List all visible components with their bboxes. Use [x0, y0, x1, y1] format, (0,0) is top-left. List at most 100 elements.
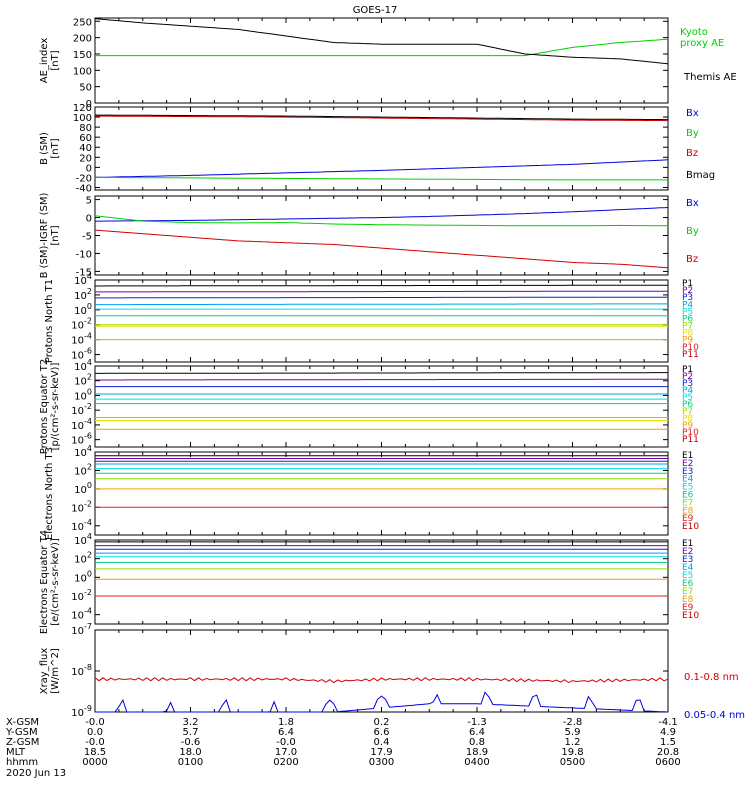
- legend-entry: E7: [682, 587, 693, 597]
- legend-entry: E3: [682, 467, 693, 477]
- y-tick-label: 40: [79, 143, 92, 154]
- legend-entry: P1: [682, 279, 693, 289]
- x-axis-value: -2.8: [563, 717, 583, 728]
- y-axis-label: [nT]: [50, 50, 61, 70]
- y-tick-label: 0: [86, 214, 92, 225]
- legend-entry: 0.05-0.4 nm: [684, 710, 745, 721]
- legend-entry: E8: [682, 506, 694, 516]
- x-axis-value: 0.2: [374, 717, 390, 728]
- date-label: 2020 Jun 13: [6, 768, 66, 779]
- y-tick-label: 250: [73, 17, 92, 28]
- y-tick-label: 0: [86, 99, 92, 110]
- legend-entry: 0.1-0.8 nm: [684, 672, 739, 683]
- y-tick-label: 10-4: [71, 607, 92, 622]
- y-tick-label: 10-8: [71, 663, 92, 678]
- y-tick-label: 102: [74, 373, 92, 388]
- legend-entry: E10: [682, 522, 699, 532]
- x-axis-value: 5.7: [183, 727, 199, 738]
- x-axis-value: -1.3: [467, 717, 487, 728]
- y-tick-label: 10-2: [71, 499, 92, 514]
- legend-entry: P9: [682, 421, 693, 431]
- y-tick-label: 10-4: [71, 417, 92, 432]
- series-pe-p2: [95, 378, 668, 381]
- x-axis-value: 0.4: [374, 737, 390, 748]
- legend-entry: P9: [682, 336, 693, 346]
- y-tick-label: 20: [79, 153, 92, 164]
- series-bigrf-bx: [95, 207, 669, 222]
- legend-entry: P2: [682, 286, 693, 296]
- legend-entry: E9: [682, 603, 694, 613]
- x-axis-value: 18.5: [84, 747, 106, 758]
- legend-entry: P8: [682, 329, 693, 339]
- legend-entry: E5: [682, 571, 693, 581]
- x-axis-value: 0200: [273, 757, 298, 768]
- series-bsm-bz: [95, 115, 668, 122]
- legend-entry: P10: [682, 428, 699, 438]
- legend-entry: E1: [682, 451, 693, 461]
- legend-entry: E9: [682, 514, 694, 524]
- x-axis-row-label: hhmm: [6, 757, 38, 768]
- legend-entry: E6: [682, 579, 694, 589]
- legend-entry: Themis AE: [683, 72, 737, 83]
- legend-entry: Bmag: [686, 170, 715, 181]
- legend-entry: Bx: [686, 108, 699, 119]
- panel-ee: 10-4 10-2 100 102 104 Electrons Equator T4 [e/…: [39, 530, 699, 634]
- y-tick-label: 10-4: [71, 332, 92, 347]
- legend-entry: E4: [682, 563, 694, 573]
- series-bsm-bmag: [94, 114, 668, 121]
- y-tick-label: 100: [74, 481, 92, 496]
- y-tick-label: 150: [73, 50, 92, 61]
- x-axis-value: 18.0: [179, 747, 201, 758]
- panel-frame: [94, 365, 669, 448]
- legend-entry: P3: [682, 379, 693, 389]
- y-tick-label: 102: [74, 287, 92, 302]
- y-tick-label: 100: [73, 113, 92, 124]
- x-axis-value: -0.0: [276, 737, 296, 748]
- x-axis-value: 6.6: [374, 727, 390, 738]
- x-axis-value: 0300: [369, 757, 394, 768]
- legend-entry: P5: [682, 307, 693, 317]
- x-axis-value: 5.9: [565, 727, 581, 738]
- x-axis-value: 3.2: [183, 717, 199, 728]
- legend-entry: E3: [682, 555, 693, 565]
- legend-entry: P6: [682, 314, 693, 324]
- legend-entry: Bx: [686, 198, 699, 209]
- legend-entry: E5: [682, 483, 693, 493]
- x-axis-value: -4.1: [658, 717, 678, 728]
- legend-entry: P10: [682, 343, 699, 353]
- legend-entry: By: [686, 226, 699, 237]
- series-pn-p1: [95, 284, 668, 287]
- x-axis-value: 17.0: [275, 747, 297, 758]
- x-axis-row-label: Y-GSM: [5, 727, 38, 738]
- x-axis-value: 1.8: [278, 717, 294, 728]
- series-xray-0-05-0-4-nm: [95, 691, 669, 713]
- y-tick-label: 10-2: [71, 402, 92, 417]
- y-tick-label: 200: [73, 34, 92, 45]
- y-tick-label: 102: [74, 462, 92, 477]
- y-axis-label: [nT]: [50, 138, 61, 158]
- y-tick-label: 60: [79, 133, 92, 144]
- y-tick-label: -15: [76, 267, 92, 278]
- y-axis-label: Protons North T1: [44, 279, 55, 363]
- series-ae-kyoto-proxy-ae: [95, 38, 669, 57]
- y-axis-label: B (SM): [39, 132, 50, 165]
- y-tick-label: 10-7: [71, 622, 92, 637]
- x-axis-value: 0400: [464, 757, 489, 768]
- series-xray-0-1-0-8-nm: [94, 677, 669, 684]
- x-axis-table: X-GSMY-GSMZ-GSMMLThhmm-0.00.0-0.018.5000…: [5, 717, 681, 768]
- legend-entry: P7: [682, 407, 693, 417]
- y-axis-label: AE_index: [39, 38, 50, 84]
- legend-entry: P3: [682, 293, 693, 303]
- legend-entry: E2: [682, 547, 693, 557]
- y-tick-label: 50: [79, 83, 92, 94]
- y-tick-label: 80: [79, 123, 92, 134]
- x-axis-value: 1.5: [660, 737, 676, 748]
- y-axis-label: [e/(cm²-s-sr-keV)]: [50, 538, 61, 626]
- legend-entry: P5: [682, 393, 693, 403]
- legend-entry: P11: [682, 350, 699, 360]
- x-axis-value: 20.8: [657, 747, 679, 758]
- legend-entry: E1: [682, 539, 693, 549]
